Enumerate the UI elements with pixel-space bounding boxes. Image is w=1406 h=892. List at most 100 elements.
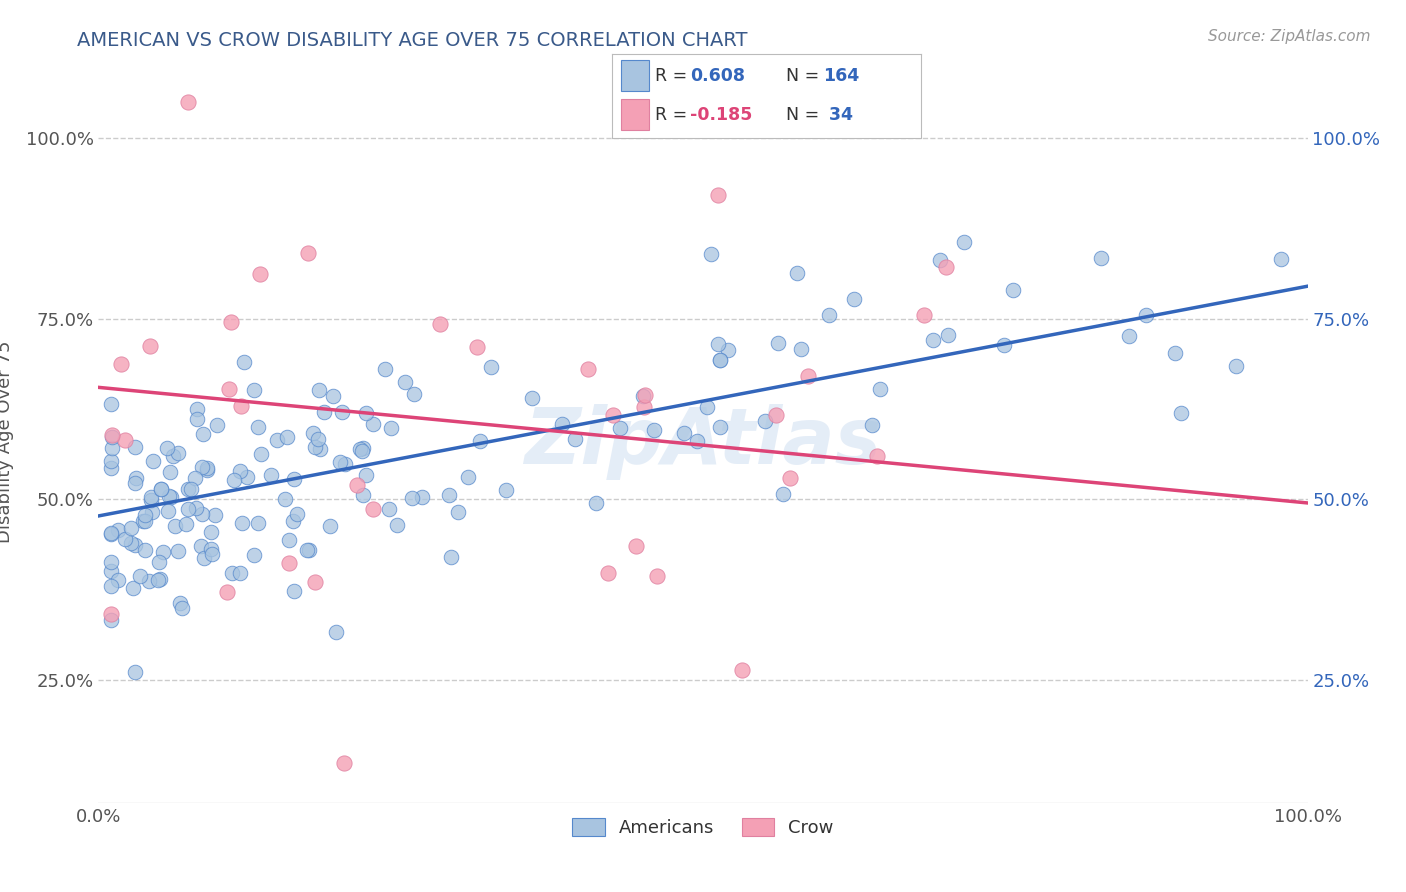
Point (706, 188, 728, 202)
Point (124, 440, 146, 454)
Point (730, 663, 752, 677)
Point (134, 515, 156, 529)
Point (672, 426, 695, 441)
Point (191, 427, 214, 442)
Point (325, 625, 347, 640)
Point (219, 315, 242, 329)
Point (131, 515, 153, 529)
Point (786, 266, 808, 280)
Point (287, 507, 309, 521)
Point (440, 550, 463, 565)
Point (120, 521, 142, 535)
Point (411, 490, 433, 504)
Point (139, 493, 162, 508)
Point (231, 516, 253, 531)
Point (129, 569, 152, 583)
Point (100, 579, 122, 593)
Point (283, 472, 305, 486)
Point (754, 414, 776, 428)
Point (429, 318, 451, 332)
Point (1270, 252, 1292, 266)
Point (283, 584, 305, 599)
Point (148, 573, 170, 587)
Point (224, 473, 246, 487)
Point (172, 601, 194, 615)
Point (634, 388, 657, 402)
Point (100, 461, 122, 475)
Point (242, 383, 264, 397)
Point (110, 358, 132, 372)
Point (576, 362, 599, 376)
Point (1118, 329, 1140, 343)
Text: R =: R = (655, 67, 693, 85)
Point (765, 408, 787, 422)
Point (163, 519, 186, 533)
Point (333, 756, 356, 771)
Point (304, 575, 326, 590)
Point (921, 333, 943, 347)
Point (114, 532, 136, 546)
Point (643, 423, 665, 437)
Point (842, 293, 865, 307)
Point (159, 465, 181, 479)
Point (124, 665, 146, 680)
Point (335, 458, 357, 472)
Point (457, 470, 479, 484)
Point (201, 547, 224, 561)
Point (148, 555, 170, 569)
Point (322, 389, 344, 403)
Point (186, 500, 208, 515)
Point (162, 450, 184, 464)
Point (772, 487, 794, 501)
Point (1164, 345, 1187, 359)
Point (319, 519, 342, 533)
Point (349, 442, 371, 457)
Point (789, 342, 811, 356)
Point (107, 574, 129, 588)
Point (437, 488, 460, 502)
Point (402, 387, 425, 401)
Point (184, 471, 207, 485)
FancyBboxPatch shape (621, 99, 648, 130)
Point (100, 555, 122, 569)
FancyBboxPatch shape (621, 61, 648, 91)
Point (707, 337, 730, 351)
Point (479, 360, 502, 375)
Point (401, 491, 423, 505)
Point (191, 460, 214, 475)
Point (138, 574, 160, 589)
Point (696, 401, 718, 415)
Point (374, 362, 396, 376)
Point (447, 506, 470, 520)
Point (124, 476, 146, 491)
Point (190, 508, 212, 522)
Point (468, 434, 491, 449)
Point (177, 95, 200, 109)
Point (122, 581, 145, 595)
Point (114, 433, 136, 447)
Point (866, 449, 889, 463)
Point (100, 607, 122, 622)
Point (766, 335, 789, 350)
Point (1090, 251, 1112, 265)
Point (380, 420, 402, 434)
Point (993, 338, 1015, 352)
Point (298, 543, 321, 558)
Point (150, 482, 173, 496)
Point (200, 542, 222, 557)
Point (233, 355, 256, 369)
Y-axis label: Disability Age Over 75: Disability Age Over 75 (0, 340, 14, 543)
Point (330, 405, 353, 419)
Point (307, 432, 329, 446)
Point (247, 419, 270, 434)
Point (134, 543, 156, 558)
Point (197, 463, 219, 477)
Point (361, 417, 384, 432)
Text: R =: R = (655, 105, 693, 123)
Point (276, 430, 298, 444)
Point (709, 352, 731, 367)
Point (796, 369, 818, 384)
Point (394, 375, 416, 389)
Point (779, 471, 801, 485)
Point (266, 434, 288, 448)
